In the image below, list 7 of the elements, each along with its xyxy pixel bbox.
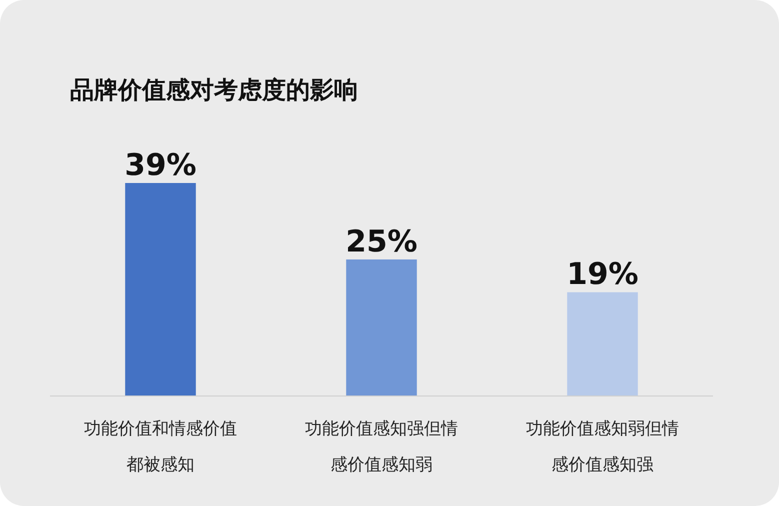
x-tick-label: 功能价值感知强但情感价值感知弱 xyxy=(305,419,458,475)
data-label: 19% xyxy=(566,257,638,292)
x-tick-label: 功能价值和情感价值都被感知 xyxy=(84,419,237,475)
data-label: 39% xyxy=(124,148,196,183)
chart-title: 品牌价值感对考虑度的影响 xyxy=(70,76,358,104)
data-label: 25% xyxy=(346,224,418,260)
x-tick-label: 功能价值感知弱但情感价值感知强 xyxy=(526,419,679,475)
